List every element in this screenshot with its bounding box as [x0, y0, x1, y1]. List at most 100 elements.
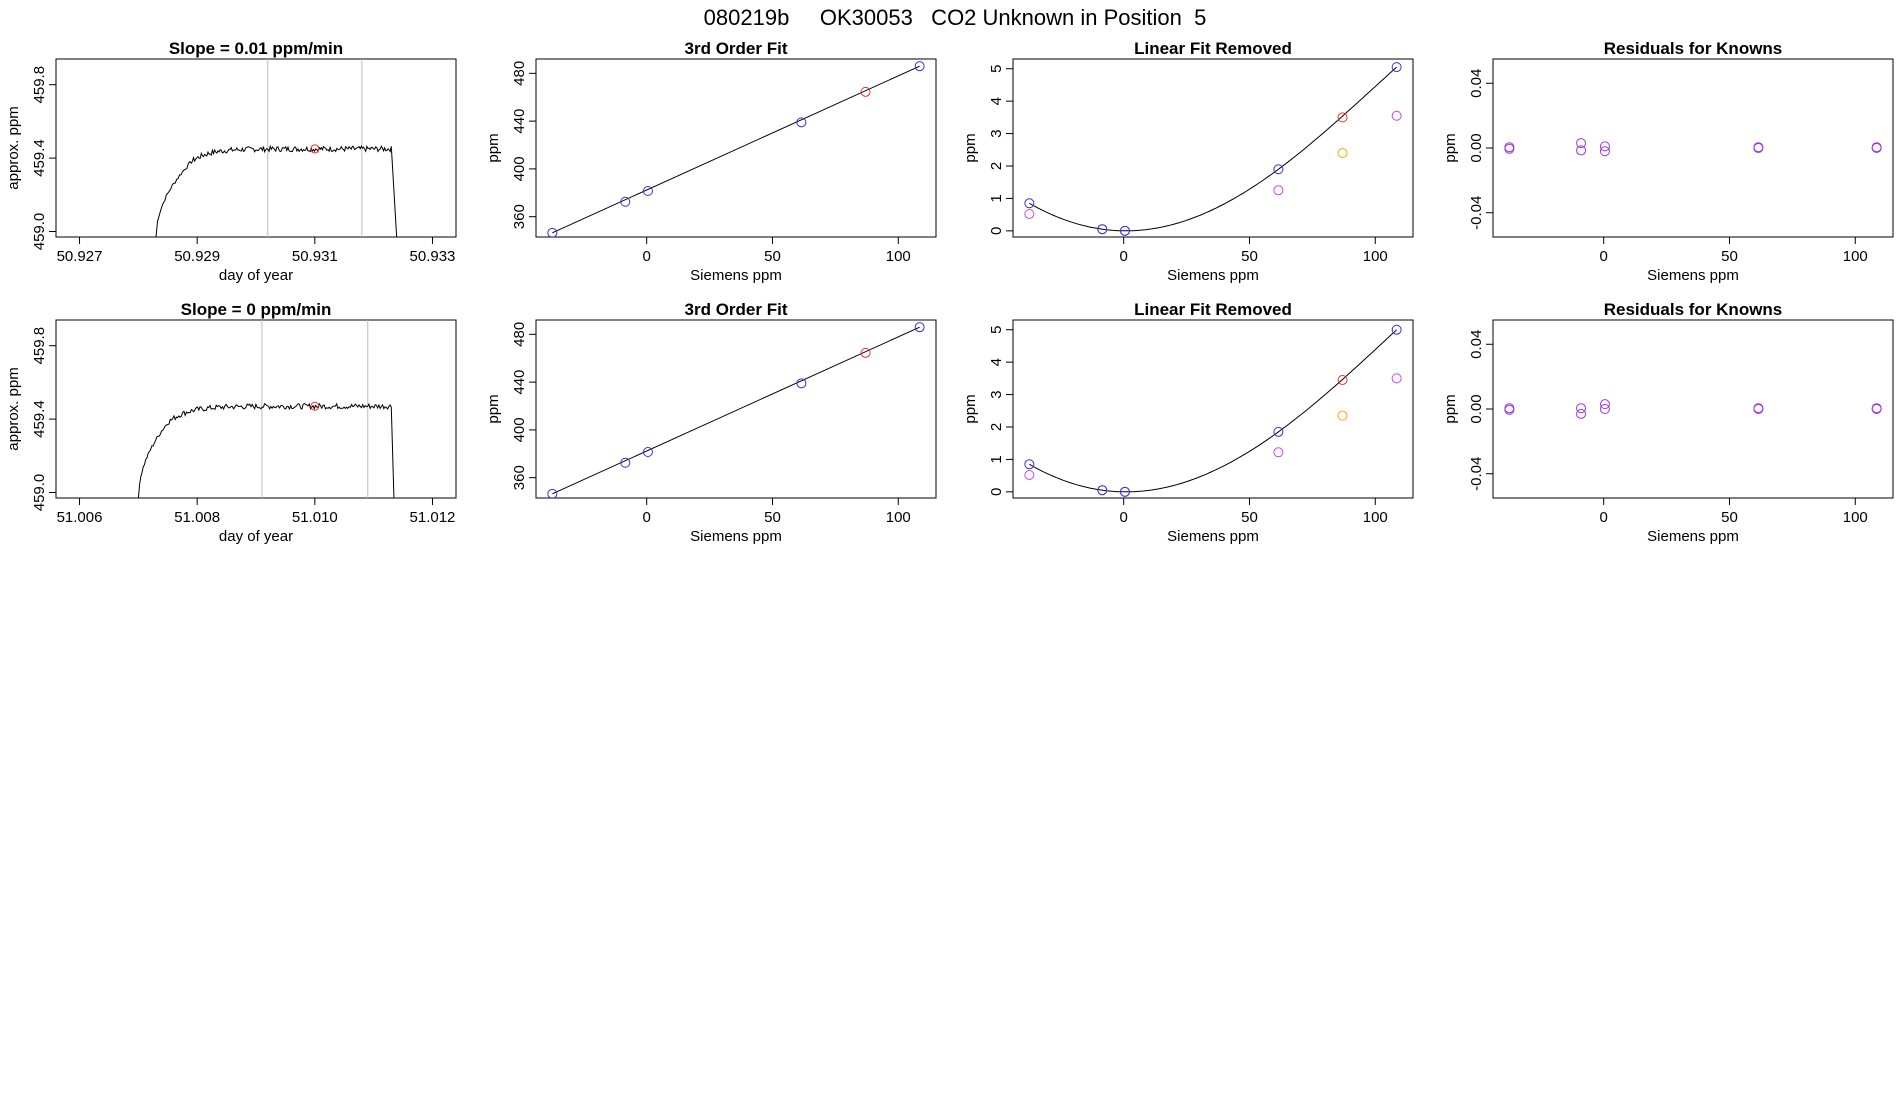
fit-line — [552, 65, 920, 234]
x-tick-label: 100 — [1363, 509, 1388, 526]
known-point — [1599, 146, 1610, 157]
linear-residual-point — [1024, 208, 1035, 219]
panel-title: Slope = 0.01 ppm/min — [169, 39, 343, 58]
sample-marker — [310, 401, 320, 411]
known-point — [1097, 485, 1108, 496]
plot-area — [1024, 62, 1402, 236]
y-tick-label: 459.4 — [31, 400, 48, 438]
linear-residual-point — [1024, 469, 1035, 480]
known-point — [547, 488, 558, 498]
panel-r1c2: 3rd Order Fit 0 50 100 360 400 440 480 Siemens p… — [485, 39, 937, 284]
known-point — [1391, 324, 1402, 335]
known-point — [1576, 138, 1587, 149]
x-tick-label: 51.006 — [57, 509, 103, 526]
x-tick-label: 50.931 — [292, 248, 338, 265]
y-tick-label: 0 — [988, 227, 1005, 235]
y-tick-label: 459.8 — [31, 327, 48, 365]
y-tick-label: 0 — [988, 488, 1005, 496]
y-tick-label: 1 — [988, 455, 1005, 463]
known-point — [642, 447, 653, 458]
x-tick-label: 0 — [1120, 248, 1128, 265]
plot-frame — [55, 58, 457, 238]
plot-frame — [1492, 319, 1894, 499]
y-tick-label: -0.04 — [1468, 457, 1485, 491]
x-tick-label: 51.008 — [174, 509, 220, 526]
y-tick-label: 360 — [511, 204, 528, 229]
x-tick-label: 50.933 — [410, 248, 456, 265]
linear-residual-point — [1391, 110, 1402, 121]
x-axis-label: Siemens ppm — [1647, 267, 1739, 284]
known-point — [1024, 459, 1035, 470]
known-point — [642, 186, 653, 197]
plot-frame — [1012, 58, 1414, 238]
y-axis-label: ppm — [962, 133, 979, 162]
x-tick-label: 50.929 — [174, 248, 220, 265]
known-point — [1753, 403, 1764, 414]
plot-area — [155, 59, 398, 237]
unknown-point — [860, 86, 871, 97]
known-point — [796, 378, 807, 389]
sample-marker — [310, 144, 320, 154]
x-tick-label: 100 — [1843, 248, 1868, 265]
x-axis-label: day of year — [219, 267, 293, 284]
x-tick-label: 50 — [1241, 248, 1258, 265]
plot-area — [1024, 324, 1402, 497]
known-point — [914, 61, 925, 72]
x-tick-label: 0 — [1600, 248, 1608, 265]
known-point — [1753, 143, 1764, 153]
y-tick-label: 3 — [988, 390, 1005, 398]
y-tick-label: 1 — [988, 194, 1005, 202]
y-tick-label: 459.8 — [31, 66, 48, 104]
y-axis-label: approx. ppm — [5, 106, 22, 189]
y-axis-label: ppm — [1442, 133, 1459, 162]
known-point — [1024, 198, 1035, 209]
panel-r1c4: Residuals for Knowns 0 50 100 -0.04 0.00 0.04 S… — [1442, 39, 1894, 284]
plot-area — [1504, 399, 1882, 419]
known-point — [1504, 404, 1515, 415]
x-tick-label: 0 — [643, 509, 651, 526]
known-point — [1504, 143, 1515, 154]
y-tick-label: 3 — [988, 129, 1005, 137]
y-tick-label: 2 — [988, 423, 1005, 431]
x-tick-label: 50 — [1241, 509, 1258, 526]
x-tick-label: 100 — [886, 509, 911, 526]
panel-r2c1: Slope = 0 ppm/min 51.006 51.008 51.010 51.01… — [5, 300, 457, 545]
known-point — [620, 196, 631, 207]
y-tick-label: 0.04 — [1468, 69, 1485, 98]
unknown-point — [1337, 112, 1348, 123]
y-axis-label: ppm — [962, 394, 979, 423]
y-tick-label: 480 — [511, 322, 528, 347]
panel-r2c3: Linear Fit Removed 0 50 100 0 1 2 3 4 5 Siemens pp… — [962, 300, 1414, 545]
y-axis-label: ppm — [485, 394, 502, 423]
panel-title: Linear Fit Removed — [1134, 300, 1292, 319]
known-point — [1576, 408, 1587, 419]
plot-frame — [535, 319, 937, 499]
x-tick-label: 100 — [1843, 509, 1868, 526]
known-point — [1119, 486, 1130, 497]
known-point — [1599, 141, 1610, 152]
fit-line — [552, 326, 920, 495]
panel-r1c3: Linear Fit Removed 0 50 100 0 1 2 3 4 5 Siemens pp… — [962, 39, 1414, 284]
linear-residual-point — [1273, 447, 1284, 458]
panel-title: Slope = 0 ppm/min — [181, 300, 332, 319]
plot-frame — [1492, 58, 1894, 238]
x-axis-label: Siemens ppm — [690, 528, 782, 545]
y-tick-label: 0.04 — [1468, 330, 1485, 359]
panel-title: Residuals for Knowns — [1604, 39, 1783, 58]
known-point — [914, 322, 925, 333]
unknown-point — [860, 347, 871, 358]
x-axis-label: Siemens ppm — [1647, 528, 1739, 545]
x-tick-label: 0 — [643, 248, 651, 265]
y-tick-label: 0.00 — [1468, 394, 1485, 423]
y-axis-label: approx. ppm — [5, 367, 22, 450]
y-tick-label: 459.4 — [31, 139, 48, 177]
alt-unknown-point — [1337, 410, 1348, 421]
y-tick-label: 459.0 — [31, 213, 48, 251]
y-tick-label: 0.00 — [1468, 133, 1485, 162]
plot-area — [1504, 138, 1882, 157]
known-point — [547, 227, 558, 237]
known-point — [1871, 403, 1882, 414]
y-tick-label: 440 — [511, 370, 528, 395]
x-axis-label: Siemens ppm — [1167, 528, 1259, 545]
panel-title: Linear Fit Removed — [1134, 39, 1292, 58]
